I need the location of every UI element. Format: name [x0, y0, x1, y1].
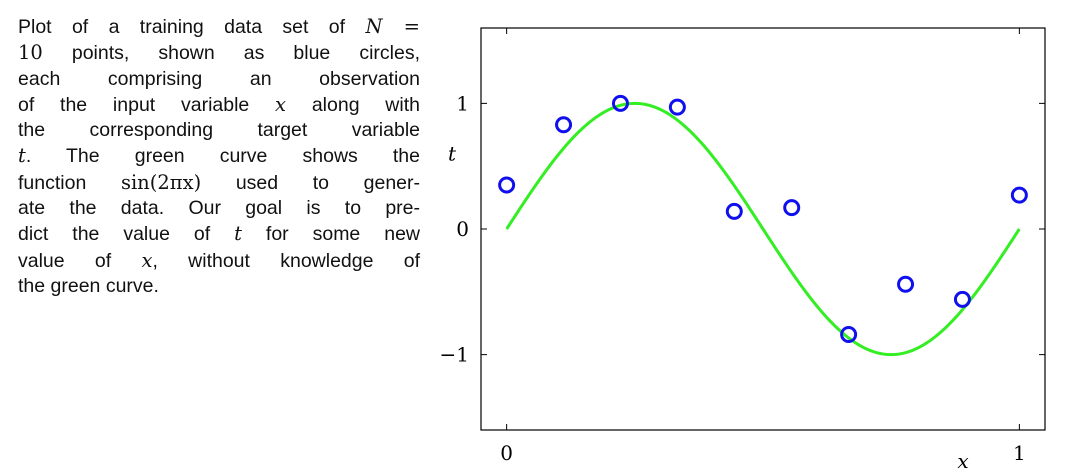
- axes: [480, 27, 1046, 431]
- x-tick-label: 1: [1013, 441, 1026, 465]
- caption-line: t. The green curve shows the: [18, 144, 420, 168]
- figure-caption: Plot of a training data set of N = 10 po…: [18, 14, 420, 299]
- data-point: [498, 176, 516, 194]
- data-point: [953, 290, 971, 308]
- data-point: [1010, 186, 1028, 204]
- caption-line: the green curve.: [18, 274, 159, 297]
- curve-layer: [505, 101, 1021, 357]
- sine-curve: [505, 101, 1021, 357]
- caption-line: 10 points, shown as blue circles,: [18, 41, 420, 65]
- caption-line: dict the value of t for some new: [18, 222, 420, 246]
- caption-line: value of x, without knowledge of: [18, 248, 421, 272]
- data-point: [668, 98, 686, 116]
- x-axis-label: x: [957, 449, 968, 471]
- caption-line: the corresponding target variable: [18, 119, 420, 142]
- y-axis-label: t: [448, 142, 457, 166]
- labels-layer: 0 1 −1 0 1 x t: [440, 91, 1026, 471]
- y-tick-label: −1: [440, 343, 469, 367]
- caption-line: ate the data. Our goal is to pre-: [18, 197, 420, 220]
- points-layer: [498, 94, 1028, 344]
- caption-line: each comprising an observation: [18, 67, 420, 90]
- data-point: [840, 326, 858, 344]
- data-point: [897, 275, 915, 293]
- y-tick-label: 0: [456, 217, 469, 241]
- x-tick-label: 0: [500, 441, 513, 465]
- caption-line: function sin(2πx) used to gener-: [18, 170, 420, 194]
- data-point: [555, 116, 573, 134]
- y-tick-label: 1: [456, 91, 469, 115]
- data-point: [783, 199, 801, 217]
- caption-line: Plot of a training data set of N =: [18, 15, 420, 38]
- data-point: [611, 94, 629, 112]
- data-point: [725, 202, 743, 220]
- caption-line: of the input variable x along with: [18, 92, 420, 116]
